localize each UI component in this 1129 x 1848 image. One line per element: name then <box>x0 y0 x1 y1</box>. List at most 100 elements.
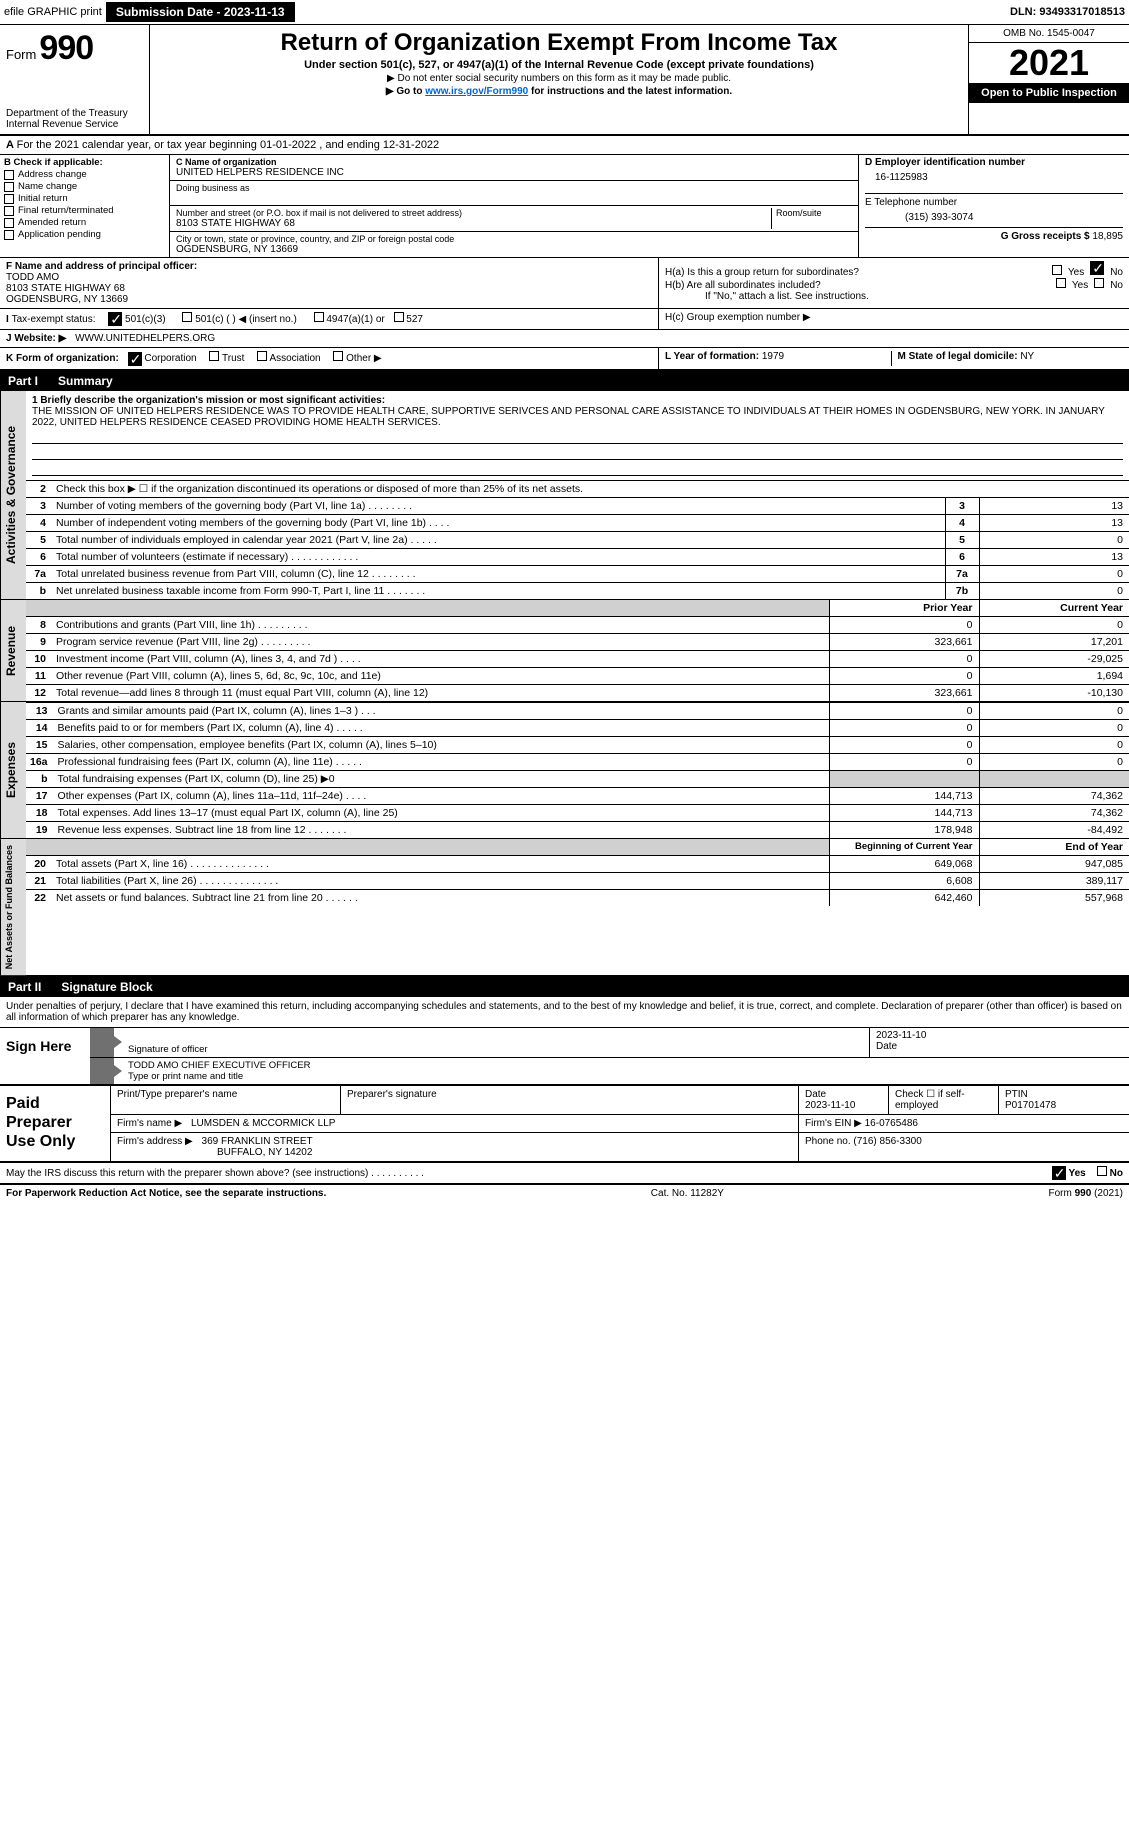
website-cell: J Website: ▶ WWW.UNITEDHELPERS.ORG <box>0 330 1129 347</box>
row-klm: K Form of organization: Corporation Trus… <box>0 348 1129 370</box>
sig-name-value: TODD AMO CHIEF EXECUTIVE OFFICER <box>128 1060 1123 1071</box>
table-row: 9Program service revenue (Part VIII, lin… <box>26 633 1129 650</box>
table-row: 14Benefits paid to or for members (Part … <box>26 719 1129 736</box>
ha-yes-chk[interactable] <box>1052 265 1062 275</box>
sig-intro: Under penalties of perjury, I declare th… <box>0 997 1129 1028</box>
na-py-hdr: Beginning of Current Year <box>829 839 979 856</box>
hc-cell: H(c) Group exemption number ▶ <box>659 309 1129 329</box>
pra-notice: For Paperwork Reduction Act Notice, see … <box>6 1188 326 1199</box>
b-header: B Check if applicable: <box>4 157 165 168</box>
col-b: B Check if applicable: Address change Na… <box>0 155 170 257</box>
tax-year-line: A For the 2021 calendar year, or tax yea… <box>0 136 1129 155</box>
chk-address[interactable]: Address change <box>4 169 165 180</box>
firm-addr2: BUFFALO, NY 14202 <box>217 1147 792 1158</box>
form-number: 990 <box>39 29 93 67</box>
firm-ein-label: Firm's EIN ▶ <box>805 1118 862 1129</box>
discuss-yes-chk[interactable] <box>1052 1166 1066 1180</box>
self-employed-chk[interactable]: Check ☐ if self-employed <box>889 1086 999 1114</box>
expenses-block: Expenses 13Grants and similar amounts pa… <box>0 702 1129 839</box>
org-name: UNITED HELPERS RESIDENCE INC <box>176 167 852 178</box>
chk-name[interactable]: Name change <box>4 181 165 192</box>
table-row: 4Number of independent voting members of… <box>26 514 1129 531</box>
mission-text: THE MISSION OF UNITED HELPERS RESIDENCE … <box>32 406 1123 428</box>
chk-amended[interactable]: Amended return <box>4 217 165 228</box>
table-row: bNet unrelated business taxable income f… <box>26 582 1129 599</box>
sig-officer-field[interactable]: Signature of officer <box>114 1028 869 1057</box>
hb-yes-chk[interactable] <box>1056 278 1066 288</box>
street-row: Number and street (or P.O. box if mail i… <box>170 206 858 232</box>
chk-4947[interactable] <box>314 312 324 322</box>
website-label: Website: ▶ <box>14 333 66 344</box>
rev-table: Prior Year Current Year 8Contributions a… <box>26 600 1129 701</box>
website-value: WWW.UNITEDHELPERS.ORG <box>75 333 215 344</box>
note-line-1: ▶ Do not enter social security numbers o… <box>158 73 960 84</box>
mission-label: 1 Briefly describe the organization's mi… <box>32 395 1123 406</box>
subtitle: Under section 501(c), 527, or 4947(a)(1)… <box>158 59 960 71</box>
paid-preparer-block: Paid Preparer Use Only Print/Type prepar… <box>0 1086 1129 1163</box>
org-name-label: C Name of organization <box>176 157 852 167</box>
firm-ein-value: 16-0765486 <box>865 1118 918 1129</box>
m-label: M State of legal domicile: <box>898 351 1018 362</box>
ha-no-chk[interactable] <box>1090 261 1104 275</box>
tax-year: 2021 <box>969 43 1129 83</box>
paid-row-2: Firm's name ▶ LUMSDEN & MCCORMICK LLP Fi… <box>111 1115 1129 1133</box>
irs-link[interactable]: www.irs.gov/Form990 <box>425 86 528 97</box>
chk-trust[interactable] <box>209 351 219 361</box>
phone-label: E Telephone number <box>865 197 1123 208</box>
col-c: C Name of organization UNITED HELPERS RE… <box>170 155 859 257</box>
netassets-block: Net Assets or Fund Balances Beginning of… <box>0 839 1129 977</box>
form-word: Form <box>6 47 36 62</box>
mission-box: 1 Briefly describe the organization's mi… <box>26 391 1129 480</box>
governance-block: Activities & Governance 1 Briefly descri… <box>0 391 1129 600</box>
efile-label: efile GRAPHIC print <box>4 6 102 18</box>
hb-no-chk[interactable] <box>1094 278 1104 288</box>
table-row: 22Net assets or fund balances. Subtract … <box>26 889 1129 906</box>
chk-other[interactable] <box>333 351 343 361</box>
na-table: Beginning of Current Year End of Year 20… <box>26 839 1129 906</box>
table-row: 8Contributions and grants (Part VIII, li… <box>26 616 1129 633</box>
sig-row-1: Signature of officer 2023-11-10 Date <box>90 1028 1129 1058</box>
table-row: 7aTotal unrelated business revenue from … <box>26 565 1129 582</box>
tax-status-label: Tax-exempt status: <box>12 314 96 325</box>
sig-arrow-icon-2 <box>90 1058 114 1084</box>
chk-527[interactable] <box>394 312 404 322</box>
sig-officer-label: Signature of officer <box>128 1044 863 1055</box>
sig-name-field: TODD AMO CHIEF EXECUTIVE OFFICER Type or… <box>114 1058 1129 1084</box>
ptin-label: PTIN <box>1005 1089 1123 1100</box>
part2-title: Signature Block <box>61 980 152 994</box>
chk-501c3[interactable] <box>108 312 122 326</box>
org-name-row: C Name of organization UNITED HELPERS RE… <box>170 155 858 181</box>
dba-row: Doing business as <box>170 181 858 206</box>
officer-cell: F Name and address of principal officer:… <box>0 258 659 308</box>
table-row: 17Other expenses (Part IX, column (A), l… <box>26 787 1129 804</box>
chk-corp[interactable] <box>128 352 142 366</box>
chk-assoc[interactable] <box>257 351 267 361</box>
submission-date-btn[interactable]: Submission Date - 2023-11-13 <box>106 2 295 22</box>
row-j: J Website: ▶ WWW.UNITEDHELPERS.ORG <box>0 330 1129 348</box>
l-label: L Year of formation: <box>665 351 759 362</box>
gov-table: 2Check this box ▶ ☐ if the organization … <box>26 480 1129 599</box>
row-i: I Tax-exempt status: 501(c)(3) 501(c) ( … <box>0 309 1129 330</box>
sig-name-label: Type or print name and title <box>128 1071 1123 1082</box>
table-row: 18Total expenses. Add lines 13–17 (must … <box>26 804 1129 821</box>
firm-name-value: LUMSDEN & MCCORMICK LLP <box>191 1118 335 1129</box>
sig-date-label: Date <box>876 1041 1123 1052</box>
chk-501c[interactable] <box>182 312 192 322</box>
chk-initial[interactable]: Initial return <box>4 193 165 204</box>
gross-value: 18,895 <box>1092 231 1123 242</box>
table-row: 19Revenue less expenses. Subtract line 1… <box>26 821 1129 838</box>
tax-status-cell: I Tax-exempt status: 501(c)(3) 501(c) ( … <box>0 309 659 329</box>
chk-final[interactable]: Final return/terminated <box>4 205 165 216</box>
row-fh: F Name and address of principal officer:… <box>0 258 1129 309</box>
chk-pending[interactable]: Application pending <box>4 229 165 240</box>
preparer-sig-label: Preparer's signature <box>341 1086 799 1114</box>
table-row: 3Number of voting members of the governi… <box>26 497 1129 514</box>
preparer-date-value: 2023-11-10 <box>805 1100 882 1111</box>
vtab-netassets: Net Assets or Fund Balances <box>0 839 26 975</box>
omb-cell: OMB No. 1545-0047 2021 Open to Public In… <box>969 25 1129 134</box>
table-row: 10Investment income (Part VIII, column (… <box>26 650 1129 667</box>
street-value: 8103 STATE HIGHWAY 68 <box>176 218 767 229</box>
sig-date-field: 2023-11-10 Date <box>869 1028 1129 1057</box>
discuss-no-chk[interactable] <box>1097 1166 1107 1176</box>
officer-addr2: OGDENSBURG, NY 13669 <box>6 294 652 305</box>
